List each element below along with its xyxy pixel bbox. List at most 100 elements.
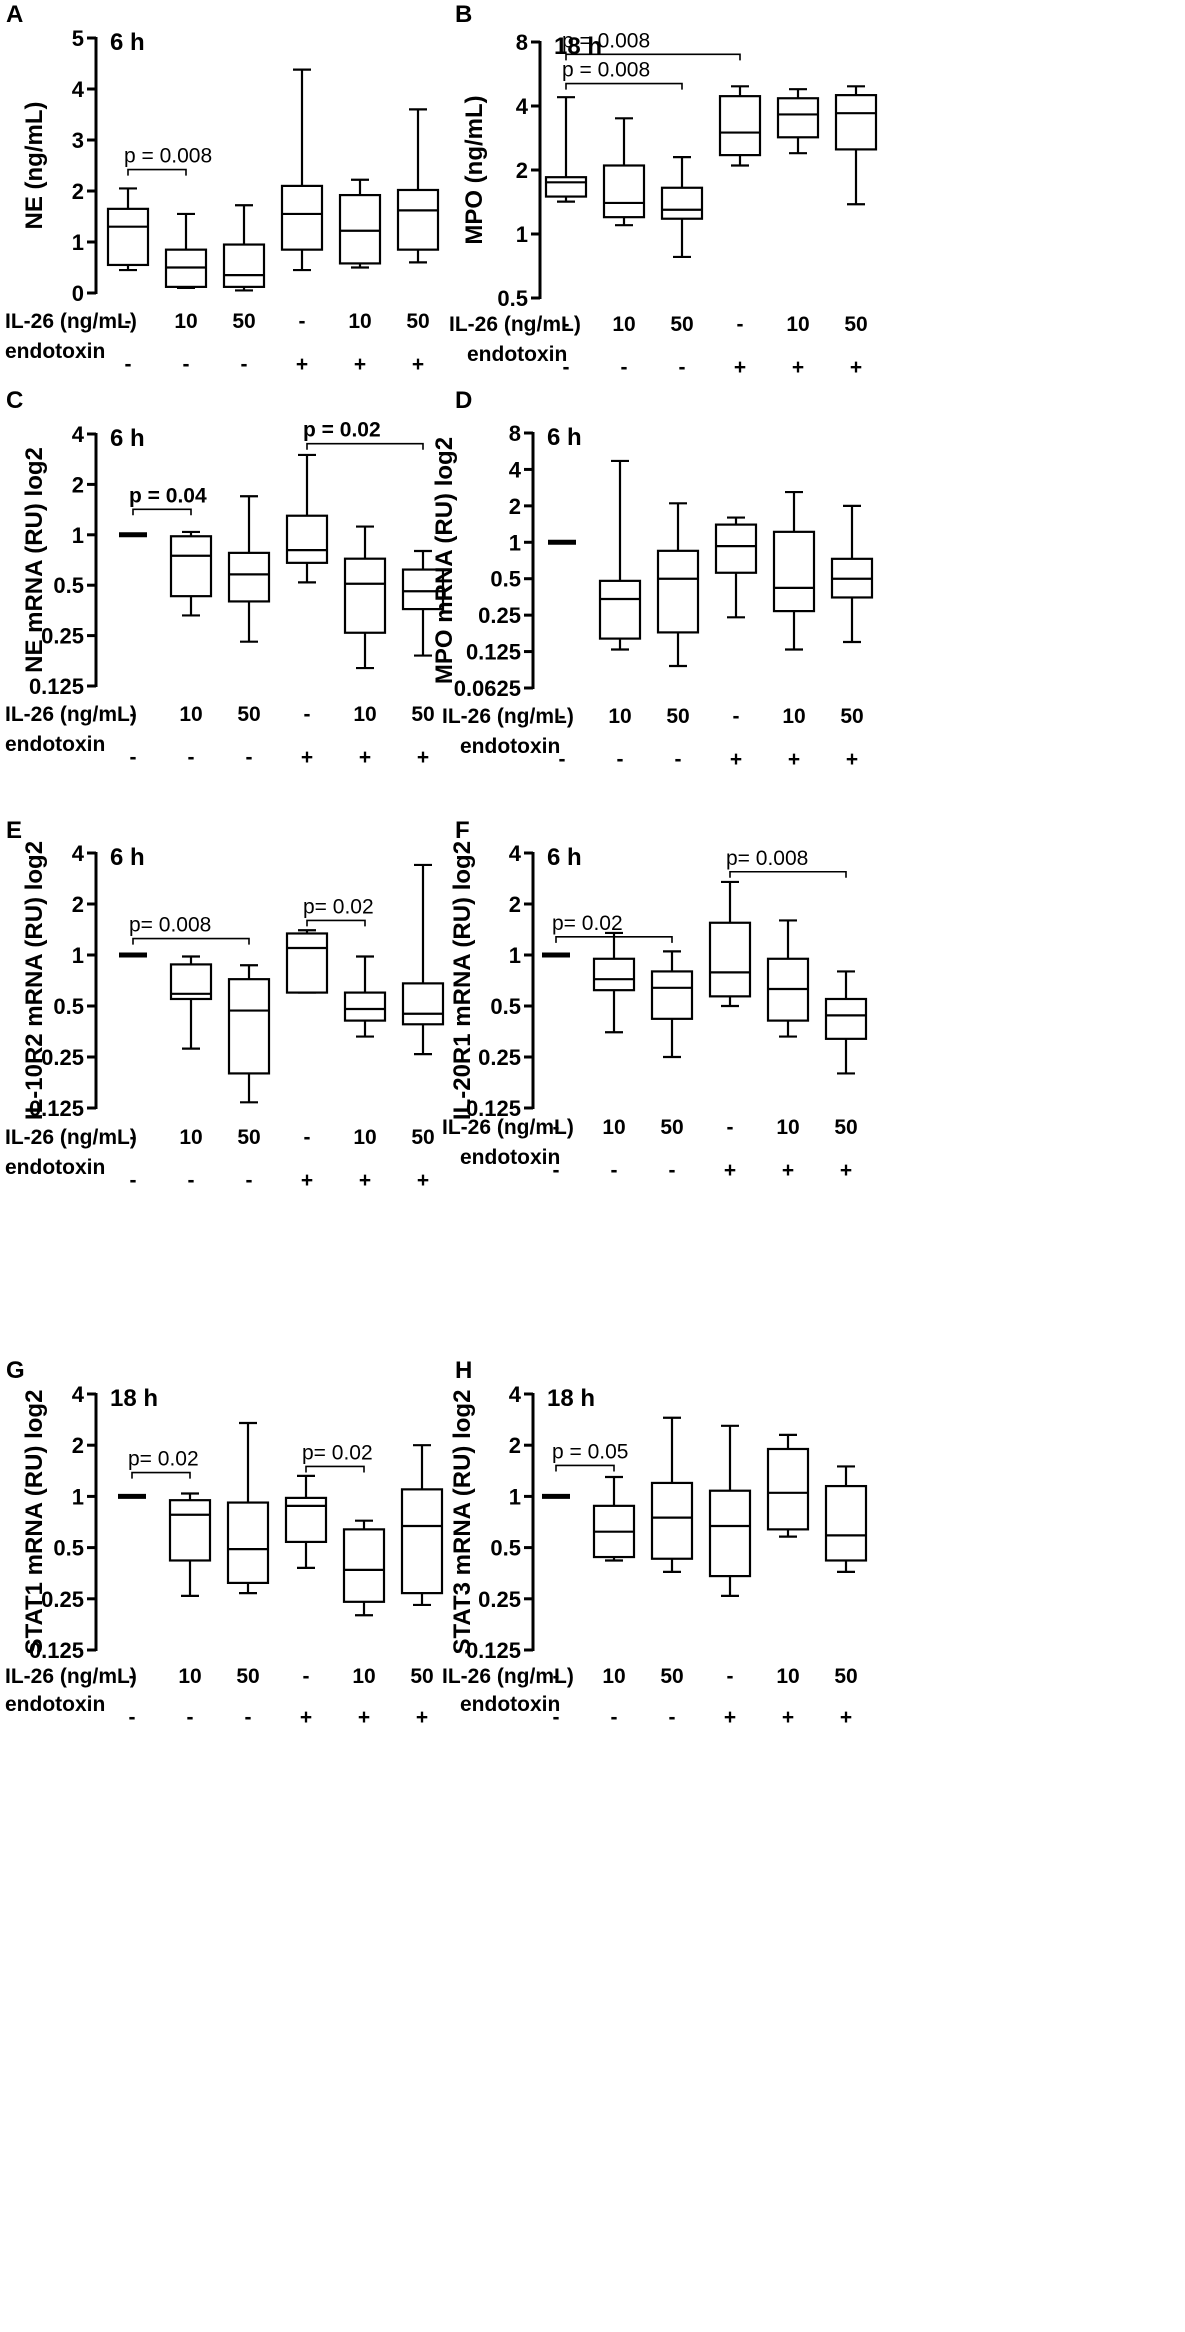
endotoxin-value: - <box>679 356 686 379</box>
y-tick-label: 8 <box>509 421 521 446</box>
box-4 <box>718 85 762 167</box>
iqr-box <box>401 568 445 611</box>
y-tick-label: 1 <box>72 523 84 548</box>
significance-bracket: p= 0.02 <box>128 1448 199 1479</box>
panel-d: D 0.0625 0.125 0.25 0.5 1 2 4 8 6 h MPO mRNA (RU) … <box>431 387 874 771</box>
box-3 <box>227 964 271 1104</box>
p-value-label: p = 0.04 <box>129 484 207 507</box>
p-value-label: p= 0.008 <box>726 847 808 870</box>
bracket-line <box>565 53 741 61</box>
il26-value: - <box>129 1665 136 1688</box>
endotoxin-value: - <box>559 748 566 771</box>
endotoxin-value: + <box>846 748 858 771</box>
il26-value: 50 <box>670 313 693 336</box>
endotoxin-row-label: endotoxin <box>5 733 105 756</box>
time-label: 18 h <box>110 1385 158 1412</box>
y-tick-label: 0.125 <box>466 640 521 665</box>
endotoxin-value: + <box>359 746 371 769</box>
iqr-box <box>602 164 646 219</box>
endotoxin-row-label: endotoxin <box>5 1693 105 1716</box>
panel-letter: A <box>6 1 23 28</box>
y-axis-title: STAT1 mRNA (RU) log2 <box>21 1390 48 1655</box>
il26-value: 10 <box>352 1665 375 1688</box>
box-5 <box>776 88 820 155</box>
box-6 <box>830 504 874 644</box>
p-value-label: p= 0.02 <box>552 912 623 935</box>
y-tick-label: 0.0625 <box>454 676 521 701</box>
significance-bracket: p = 0.008 <box>562 29 741 61</box>
y-axis-title: IL-20R1 mRNA (RU) log2 <box>449 841 476 1120</box>
iqr-box <box>544 176 588 198</box>
y-tick-label: 2 <box>72 472 84 497</box>
p-value-label: p= 0.02 <box>302 1441 373 1464</box>
y-tick-label: 1 <box>516 222 528 247</box>
endotoxin-value: + <box>359 1169 371 1192</box>
time-label: 6 h <box>547 424 582 451</box>
y-tick-label: 4 <box>72 1382 85 1407</box>
box-6 <box>824 970 868 1075</box>
box-6 <box>401 863 445 1056</box>
iqr-box <box>343 991 387 1022</box>
y-tick-label: 1 <box>509 1484 521 1509</box>
panel-letter: G <box>6 1357 25 1384</box>
panel-letter: F <box>455 817 470 844</box>
endotoxin-value: - <box>246 1169 253 1192</box>
panel-letter: D <box>455 387 472 414</box>
significance-bracket: p = 0.04 <box>129 484 207 516</box>
il26-value: - <box>559 705 566 728</box>
y-axis-title: NE mRNA (RU) log2 <box>21 447 48 673</box>
y-tick-label: 0.25 <box>41 624 84 649</box>
il26-value: - <box>733 705 740 728</box>
y-tick-label: 1 <box>509 943 521 968</box>
y-tick-label: 1 <box>509 530 521 555</box>
il26-value: - <box>727 1665 734 1688</box>
endotoxin-value: + <box>840 1706 852 1729</box>
p-value-label: p = 0.008 <box>124 145 212 168</box>
il26-value: - <box>125 310 132 333</box>
iqr-box <box>284 1496 328 1544</box>
y-tick-label: 1 <box>72 230 84 255</box>
iqr-box <box>824 997 868 1040</box>
box-4 <box>714 516 758 619</box>
il26-value: 50 <box>660 1665 683 1688</box>
box-4 <box>285 453 329 584</box>
il26-value: - <box>553 1116 560 1139</box>
iqr-box <box>400 1488 444 1595</box>
il26-value: 10 <box>602 1665 625 1688</box>
box-2 <box>602 117 646 227</box>
box-3 <box>227 495 271 643</box>
time-label: 18 h <box>554 33 602 60</box>
y-tick-label: 3 <box>72 128 84 153</box>
il26-value: 10 <box>353 1126 376 1149</box>
y-axis-title: MPO (ng/mL) <box>461 95 488 244</box>
iqr-box <box>106 207 150 267</box>
y-tick-label: 0.5 <box>497 286 528 311</box>
bracket-line <box>132 508 192 516</box>
panel-a: A 0 1 2 3 4 5 6 h NE (ng/mL) p = 0.008 IL-26 (ng/m… <box>5 1 440 376</box>
significance-bracket: p= 0.02 <box>552 912 673 943</box>
iqr-box <box>222 243 266 288</box>
il26-value: 50 <box>411 1126 434 1149</box>
y-tick-label: 0.125 <box>29 674 84 699</box>
y-tick-label: 1 <box>72 943 84 968</box>
box-3 <box>660 155 704 259</box>
y-tick-label: 0.25 <box>41 1045 84 1070</box>
box-1 <box>544 96 588 203</box>
il26-value: 10 <box>782 705 805 728</box>
il26-value: 50 <box>237 1126 260 1149</box>
endotoxin-row-label: endotoxin <box>5 340 105 363</box>
il26-value: 50 <box>410 1665 433 1688</box>
il26-value: 50 <box>406 310 429 333</box>
endotoxin-value: - <box>621 356 628 379</box>
box-2 <box>164 212 208 289</box>
il26-value: 50 <box>660 1116 683 1139</box>
box-3 <box>656 502 700 668</box>
endotoxin-value: + <box>788 748 800 771</box>
box-6 <box>400 1444 444 1607</box>
endotoxin-value: + <box>850 356 862 379</box>
box-6 <box>824 1465 868 1573</box>
il26-value: - <box>130 1126 137 1149</box>
bracket-line <box>555 936 673 943</box>
endotoxin-value: - <box>611 1706 618 1729</box>
endotoxin-value: + <box>354 353 366 376</box>
